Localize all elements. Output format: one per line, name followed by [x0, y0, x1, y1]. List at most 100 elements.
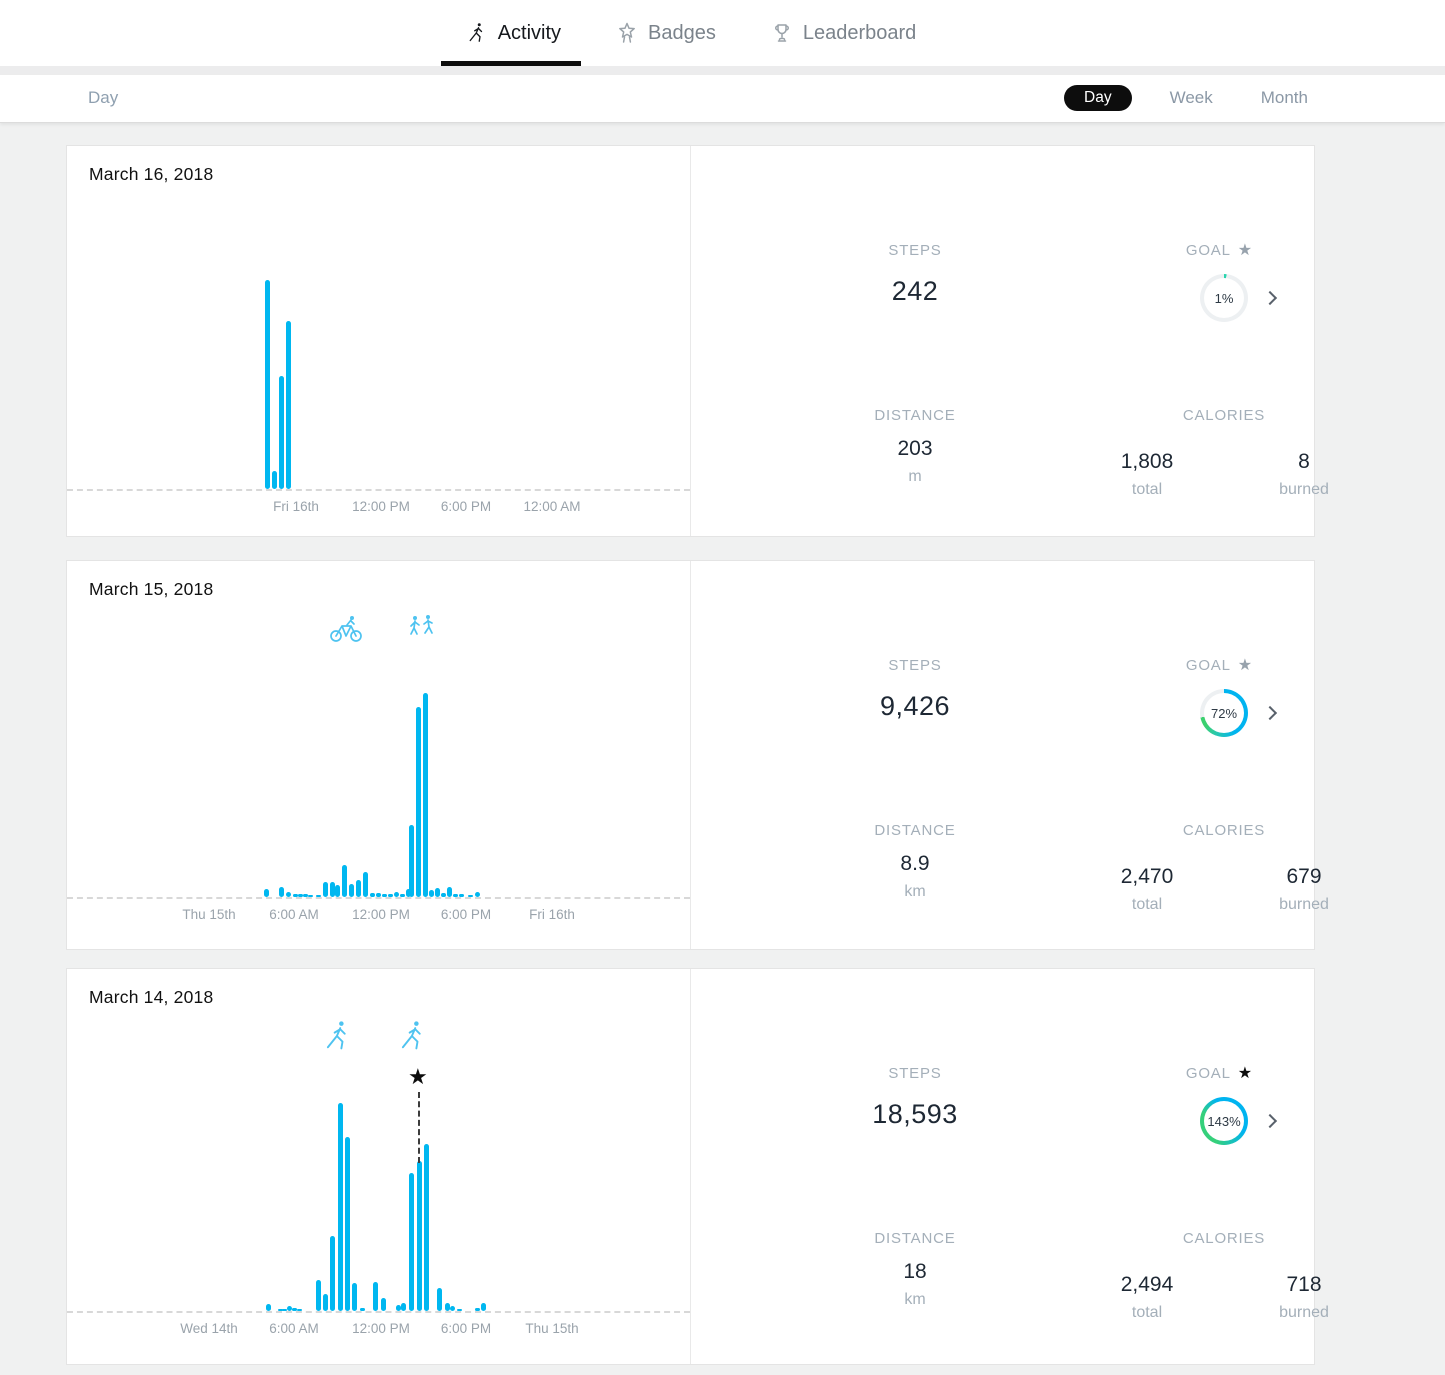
chart-bar[interactable] [363, 872, 368, 897]
chart-bar[interactable] [323, 882, 328, 897]
goal-details-chevron[interactable] [1262, 705, 1278, 721]
calories-total-stat: 2,470 total [1047, 852, 1247, 914]
chart-bar[interactable] [297, 1309, 302, 1311]
chart-bar[interactable] [292, 1308, 297, 1311]
chart-bar[interactable] [382, 894, 387, 897]
chart-bar[interactable] [345, 1137, 350, 1311]
distance-label: DISTANCE [874, 407, 956, 424]
chart-bar[interactable] [279, 887, 284, 897]
goal-details-chevron[interactable] [1262, 290, 1278, 306]
chart-bar[interactable] [266, 1304, 271, 1311]
chart-bar[interactable] [287, 1306, 292, 1311]
tab-activity[interactable]: Activity [440, 0, 582, 66]
workout-icon[interactable] [403, 610, 439, 646]
steps-stat: STEPS 242 [795, 242, 1035, 307]
goal-percent: 143% [1204, 1101, 1244, 1141]
chart-bar[interactable] [349, 884, 354, 897]
chart-bar[interactable] [356, 880, 361, 897]
chart-bar[interactable] [360, 1308, 365, 1311]
chart-bar[interactable] [298, 894, 303, 897]
chart-bar[interactable] [316, 1280, 321, 1311]
chart-bar[interactable] [441, 893, 446, 897]
steps-bar-chart[interactable] [67, 146, 690, 491]
chart-bar[interactable] [401, 1303, 406, 1311]
steps-label: STEPS [888, 1065, 942, 1082]
goal-details-chevron[interactable] [1262, 1113, 1278, 1129]
range-option-month[interactable]: Month [1260, 88, 1308, 107]
chart-bar[interactable] [409, 1173, 414, 1311]
chart-bar[interactable] [400, 894, 405, 897]
steps-bar-chart[interactable] [67, 561, 690, 899]
chart-bar[interactable] [459, 894, 464, 897]
distance-stat: DISTANCE 8.9 km [795, 822, 1035, 901]
chart-bar[interactable] [272, 471, 277, 489]
chart-bar[interactable] [424, 1144, 429, 1311]
chart-bar[interactable] [323, 1294, 328, 1311]
chart-bar[interactable] [447, 887, 452, 897]
steps-value: 242 [891, 276, 939, 306]
chart-bar[interactable] [279, 376, 284, 489]
chart-bar[interactable] [435, 888, 440, 897]
card-date: March 15, 2018 [89, 579, 214, 599]
chart-bar[interactable] [437, 1288, 442, 1311]
range-option-day[interactable]: Day [1064, 85, 1132, 111]
axis-tick: Fri 16th [529, 907, 575, 922]
chart-bar[interactable] [265, 280, 270, 489]
chart-bar[interactable] [338, 1103, 343, 1311]
chart-bar[interactable] [429, 890, 434, 897]
steps-value: 9,426 [879, 691, 951, 721]
tab-leaderboard[interactable]: Leaderboard [764, 0, 922, 66]
goal-progress-ring: 72% [1200, 689, 1248, 737]
chart-bar[interactable] [388, 894, 393, 897]
chart-bar[interactable] [417, 1161, 422, 1311]
chart-bar[interactable] [330, 1236, 335, 1311]
chart-bar[interactable] [352, 1283, 357, 1311]
chart-bar[interactable] [475, 892, 480, 897]
chart-bar[interactable] [416, 707, 421, 897]
distance-value: 8.9 [900, 852, 930, 875]
chart-bar[interactable] [376, 893, 381, 897]
tab-badges[interactable]: Badges [609, 0, 722, 66]
walk-icon[interactable] [395, 1018, 431, 1054]
walk-icon[interactable] [320, 1018, 356, 1054]
chart-bar[interactable] [342, 865, 347, 897]
chart-bar[interactable] [409, 825, 414, 897]
axis-tick: 6:00 PM [440, 1321, 492, 1336]
chart-bar[interactable] [373, 1282, 378, 1311]
axis-tick: Thu 15th [525, 1321, 579, 1336]
chart-bar[interactable] [308, 895, 313, 897]
chart-bar[interactable] [282, 1309, 287, 1311]
chart-bar[interactable] [303, 894, 308, 897]
chart-bar[interactable] [481, 1303, 486, 1311]
chart-bar[interactable] [286, 321, 291, 489]
chart-bar[interactable] [264, 889, 269, 897]
chart-bar[interactable] [316, 895, 321, 897]
calories-label: CALORIES [1182, 1230, 1266, 1247]
chart-bar[interactable] [370, 893, 375, 897]
chart-bar[interactable] [330, 882, 335, 897]
steps-bar-chart[interactable] [67, 969, 690, 1313]
chart-bar[interactable] [475, 1308, 480, 1311]
chart-bar[interactable] [453, 894, 458, 897]
goal-header: GOAL ★ [1139, 242, 1299, 259]
chart-bar[interactable] [406, 889, 411, 897]
chart-bar[interactable] [278, 1309, 283, 1311]
bike-icon[interactable] [328, 610, 364, 646]
chart-bar[interactable] [445, 1303, 450, 1311]
chart-bar[interactable] [396, 1305, 401, 1311]
goal-label: GOAL [1185, 242, 1231, 259]
chart-bar[interactable] [286, 892, 291, 897]
chart-bar[interactable] [450, 1306, 455, 1311]
chart-bar[interactable] [381, 1298, 386, 1311]
calories-total-value: 2,470 [1120, 865, 1174, 888]
calories-label: CALORIES [1182, 822, 1266, 839]
chart-bar[interactable] [457, 1309, 462, 1311]
chart-bar[interactable] [335, 885, 340, 897]
chart-bar[interactable] [423, 693, 428, 897]
chart-bar[interactable] [293, 894, 298, 897]
range-option-week[interactable]: Week [1169, 88, 1213, 107]
distance-stat: DISTANCE 203 m [795, 407, 1035, 486]
calories-total-value: 1,808 [1120, 450, 1174, 473]
chart-bar[interactable] [468, 895, 473, 897]
chart-bar[interactable] [394, 892, 399, 897]
